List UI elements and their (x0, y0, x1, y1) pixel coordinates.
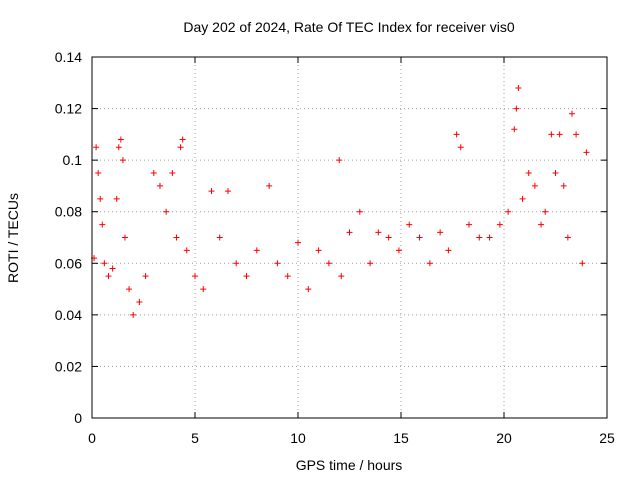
data-point (156, 182, 163, 189)
data-point (266, 182, 273, 189)
data-point (126, 286, 133, 293)
data-point (243, 273, 250, 280)
data-point (336, 157, 343, 164)
data-point (169, 170, 176, 177)
data-point (97, 195, 104, 202)
data-point (325, 260, 332, 267)
data-point (315, 247, 322, 254)
data-point (519, 195, 526, 202)
data-point (192, 273, 198, 280)
data-point (274, 260, 281, 267)
data-point (426, 260, 433, 267)
data-point (130, 311, 137, 318)
x-axis-label: GPS time / hours (296, 457, 403, 473)
data-point (476, 234, 483, 241)
data-point (113, 195, 120, 202)
data-point (216, 234, 223, 241)
x-tick-label: 10 (290, 430, 306, 446)
data-point (560, 182, 567, 189)
data-point (224, 188, 231, 195)
data-point (568, 110, 575, 117)
x-tick-label: 25 (599, 430, 615, 446)
data-point (525, 170, 532, 177)
y-axis-label: ROTI / TECUs (5, 193, 21, 283)
data-point (564, 234, 571, 241)
data-point (406, 221, 413, 228)
data-point (173, 234, 180, 241)
data-point (548, 131, 555, 138)
y-tick-label: 0.08 (55, 204, 82, 220)
data-point (579, 260, 586, 267)
data-point (119, 157, 126, 164)
data-point (109, 265, 116, 272)
y-tick-label: 0.14 (55, 49, 82, 65)
data-point (505, 208, 512, 215)
data-point (395, 247, 402, 254)
data-point (95, 170, 102, 177)
x-tick-label: 20 (496, 430, 512, 446)
x-tick-label: 5 (191, 430, 199, 446)
data-point (552, 170, 559, 177)
data-point (183, 247, 190, 254)
data-point (208, 188, 215, 195)
data-point (117, 136, 124, 143)
data-point (101, 260, 108, 267)
data-point (136, 298, 143, 305)
data-point (93, 144, 100, 151)
data-point (163, 208, 170, 215)
plot-frame (91, 56, 608, 419)
data-point (177, 144, 184, 151)
data-point (105, 273, 112, 280)
chart-title: Day 202 of 2024, Rate Of TEC Index for r… (183, 19, 514, 35)
y-tick-label: 0.06 (55, 255, 82, 271)
y-tick-label: 0.1 (63, 152, 83, 168)
data-point (573, 131, 580, 138)
data-point (513, 105, 520, 112)
data-point (99, 221, 106, 228)
y-tick-label: 0.12 (55, 101, 82, 117)
data-point (385, 234, 392, 241)
grid-lines (92, 57, 607, 418)
data-point (305, 286, 312, 293)
y-tick-label: 0 (74, 410, 82, 426)
data-point (445, 247, 452, 254)
data-point (531, 182, 538, 189)
data-point (179, 136, 186, 143)
data-point (465, 221, 472, 228)
data-point (486, 234, 493, 241)
data-point (583, 149, 590, 156)
data-point (356, 208, 363, 215)
data-point (416, 234, 423, 241)
axis-ticks: 0 5 10 15 20 25 0 0.02 0.04 0.06 0.08 0.1 0.12 0.14 (55, 49, 615, 446)
data-point (496, 221, 503, 228)
data-point (457, 144, 464, 151)
data-point (556, 131, 563, 138)
y-tick-label: 0.02 (55, 358, 82, 374)
data-point (511, 126, 518, 133)
data-point (375, 229, 382, 236)
data-point (121, 234, 128, 241)
data-point (538, 221, 545, 228)
data-point (367, 260, 374, 267)
data-point (542, 208, 549, 215)
data-point (115, 144, 122, 151)
x-tick-label: 0 (88, 430, 96, 446)
x-tick-label: 15 (393, 430, 409, 446)
data-point (346, 229, 353, 236)
data-point (338, 273, 345, 280)
data-point (200, 286, 207, 293)
data-point (515, 84, 522, 91)
data-point (150, 170, 157, 177)
data-point (253, 247, 260, 254)
data-point (284, 273, 291, 280)
data-point (295, 239, 301, 246)
data-point (453, 131, 460, 138)
data-point (233, 260, 240, 267)
y-tick-label: 0.04 (55, 307, 82, 323)
data-points (91, 84, 590, 318)
data-point (437, 229, 444, 236)
data-point (142, 273, 149, 280)
